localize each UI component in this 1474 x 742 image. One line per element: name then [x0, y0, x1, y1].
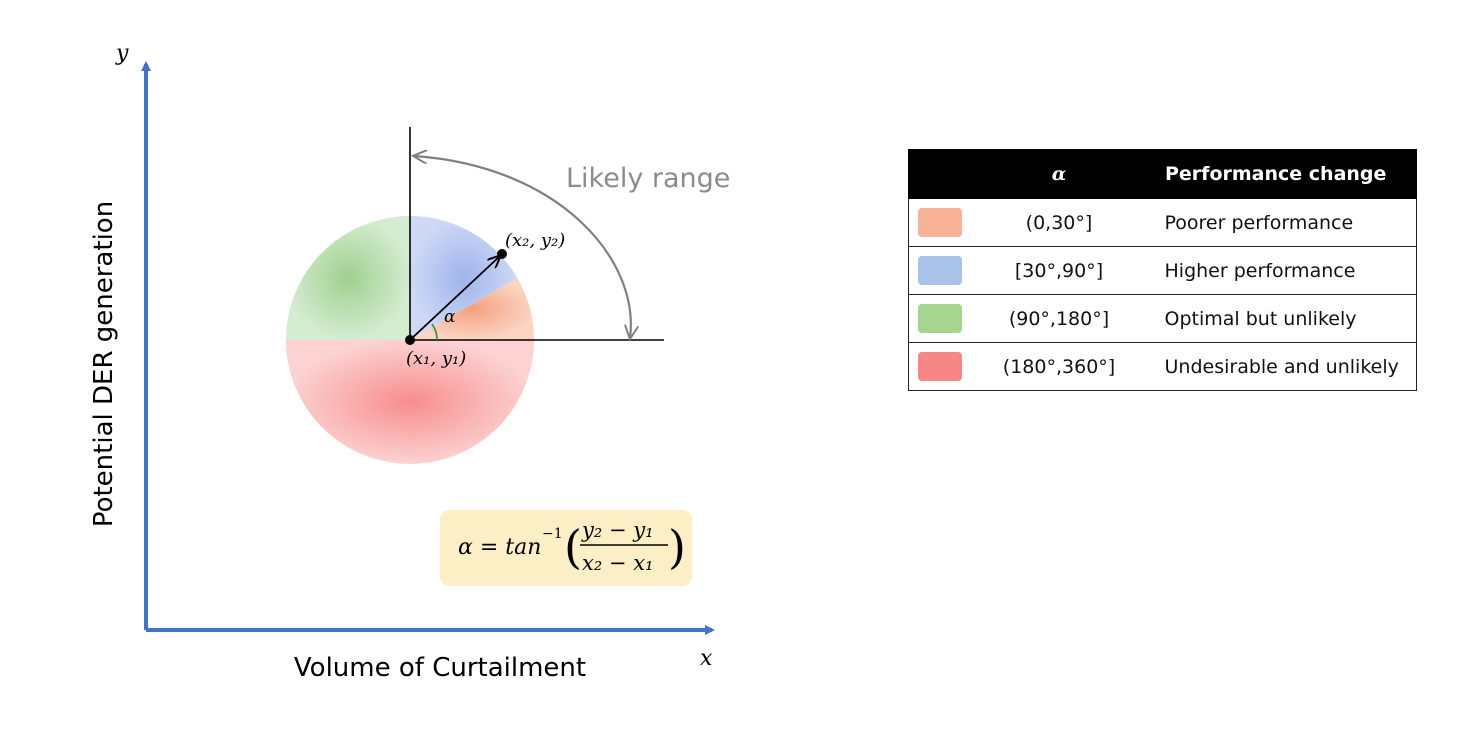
- legend-performance: Undesirable and unlikely: [1146, 342, 1417, 391]
- legend-body: (0,30°] Poorer performance [30°,90°] Hig…: [908, 198, 1417, 391]
- angle-arc: [431, 323, 438, 341]
- legend-range: (90°,180°]: [971, 294, 1147, 343]
- legend-swatch-cell: [908, 342, 972, 391]
- formula-lhs: α = tan: [458, 535, 541, 560]
- y-axis-label: Potential DER generation: [89, 201, 119, 527]
- angle-label: α: [444, 307, 456, 327]
- legend-row-optimal: (90°,180°] Optimal but unlikely: [908, 294, 1417, 343]
- legend-swatch-higher: [918, 256, 963, 285]
- formula-denominator: x₂ − x₁: [582, 551, 653, 575]
- legend-header-alpha: α: [971, 149, 1147, 199]
- direction-vector: [409, 256, 500, 341]
- sector-optimal: [286, 216, 410, 340]
- formula-numerator: y₂ − y₁: [581, 518, 654, 542]
- legend-header-row: α Performance change: [908, 149, 1417, 199]
- performance-legend-table: α Performance change (0,30°] Poorer perf…: [908, 149, 1417, 391]
- point-1-label: (x₁, y₁): [406, 348, 466, 369]
- likely-range-arc: [414, 156, 631, 338]
- legend-swatch-poorer: [918, 208, 963, 237]
- legend-swatch-undesirable: [918, 352, 963, 381]
- legend-header-blank: [908, 149, 972, 199]
- legend-swatch-optimal: [918, 304, 963, 333]
- formula-exponent: −1: [542, 526, 563, 542]
- legend-range: [30°,90°]: [971, 246, 1147, 295]
- formula-left-paren: (: [564, 520, 582, 574]
- point-1: [405, 335, 415, 345]
- legend-swatch-cell: [908, 198, 972, 247]
- point-2-label: (x₂, y₂): [505, 230, 565, 251]
- sector-undesirable: [286, 340, 534, 464]
- formula-box: [440, 510, 692, 586]
- x-axis-label: Volume of Curtailment: [294, 653, 586, 683]
- likely-range-label: Likely range: [566, 163, 730, 194]
- formula: α = tan −1 ( y₂ − y₁ x₂ − x₁ ): [458, 518, 686, 575]
- y-axis-letter: y: [115, 41, 129, 66]
- legend-row-undesirable: (180°,360°] Undesirable and unlikely: [908, 342, 1417, 391]
- legend-swatch-cell: [908, 294, 972, 343]
- point-2: [497, 249, 507, 259]
- legend-row-higher: [30°,90°] Higher performance: [908, 246, 1417, 295]
- legend-performance: Poorer performance: [1146, 198, 1417, 247]
- legend-swatch-cell: [908, 246, 972, 295]
- legend-row-poorer: (0,30°] Poorer performance: [908, 198, 1417, 247]
- legend-performance: Higher performance: [1146, 246, 1417, 295]
- legend-range: (0,30°]: [971, 198, 1147, 247]
- x-axis-letter: x: [700, 646, 713, 671]
- legend-performance: Optimal but unlikely: [1146, 294, 1417, 343]
- formula-right-paren: ): [668, 520, 686, 574]
- legend-header-performance: Performance change: [1146, 149, 1417, 199]
- legend-range: (180°,360°]: [971, 342, 1147, 391]
